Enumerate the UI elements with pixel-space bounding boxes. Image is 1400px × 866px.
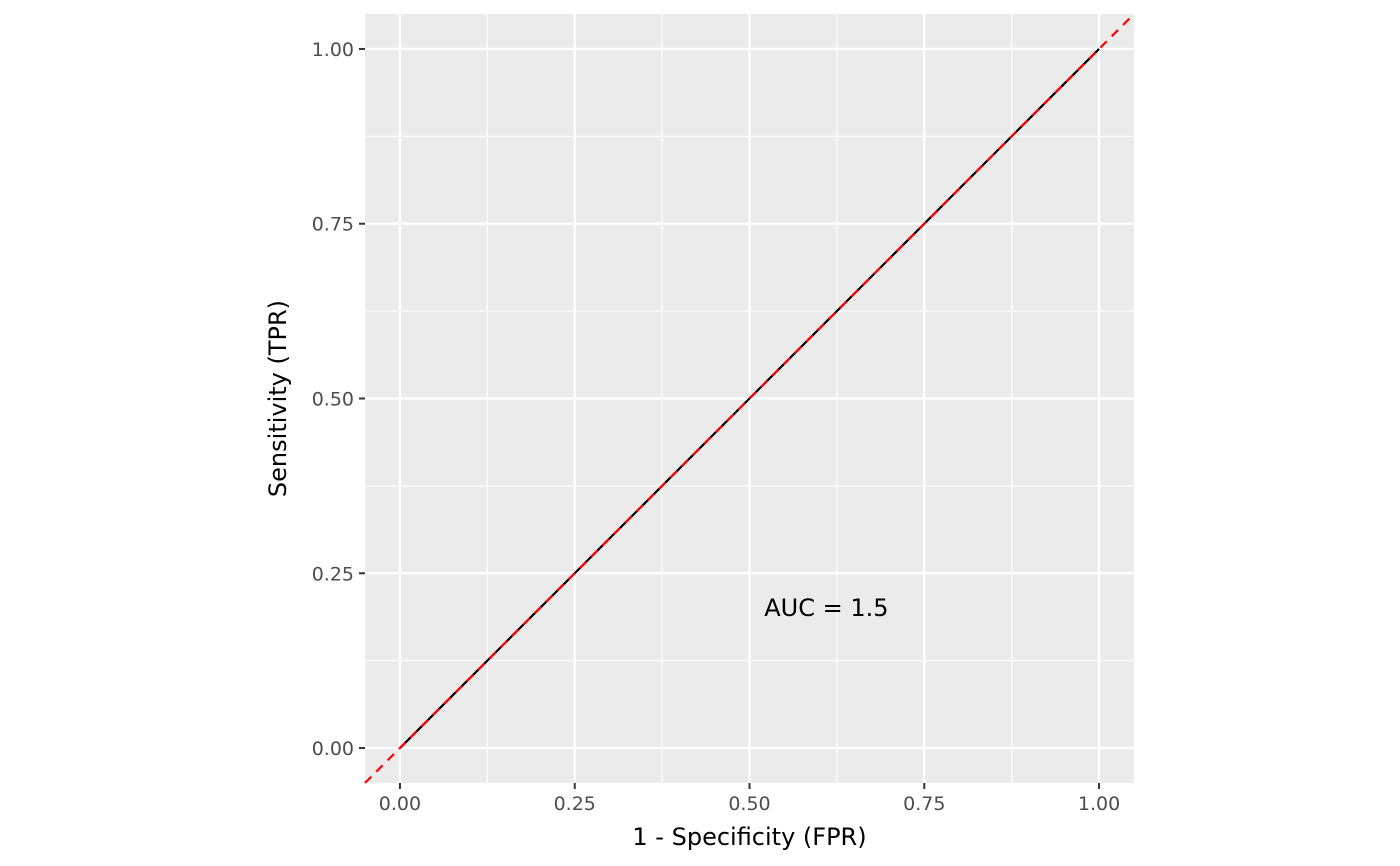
series-layer [364, 13, 1135, 784]
y-tick-label: 0.75 [312, 214, 354, 236]
y-tick-label: 1.00 [312, 39, 354, 61]
x-tick-label: 1.00 [1078, 793, 1120, 815]
y-axis-title: Sensitivity (TPR) [264, 300, 292, 497]
x-tick-label: 0.50 [728, 793, 770, 815]
x-tick-label: 0.00 [379, 793, 421, 815]
axis-ticks: 0.00 0.25 0.50 0.75 1.00 0.00 0.25 0.50 0.75 1.00 [312, 39, 1121, 815]
reference-diagonal-line [364, 13, 1135, 784]
y-tick-label: 0.00 [312, 738, 354, 760]
y-tick-label: 0.50 [312, 389, 354, 411]
x-axis-title: 1 - Specificity (FPR) [632, 823, 866, 851]
y-tick-label: 0.25 [312, 563, 354, 585]
auc-annotation: AUC = 1.5 [764, 594, 888, 622]
x-tick-label: 0.75 [903, 793, 945, 815]
x-tick-label: 0.25 [554, 793, 596, 815]
